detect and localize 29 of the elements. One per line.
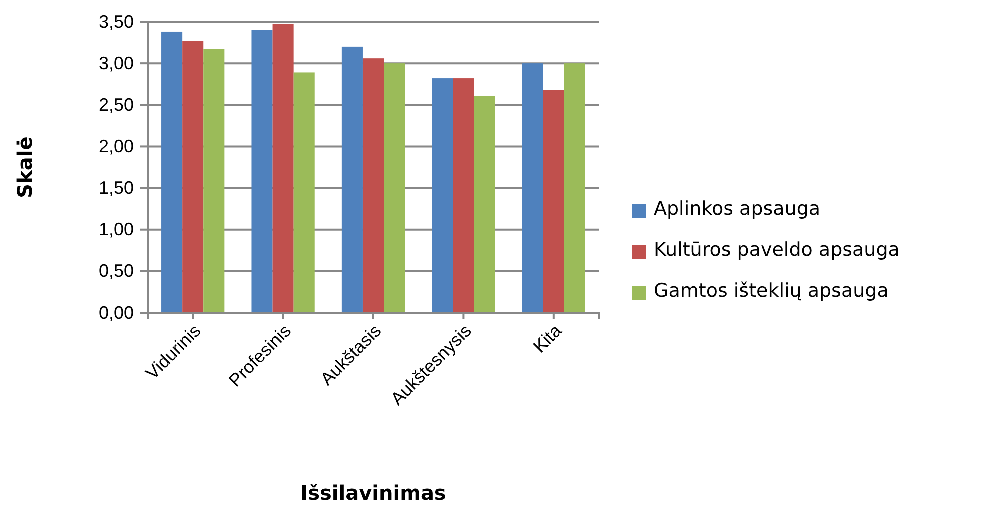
- y-axis-title: Skalė: [13, 136, 37, 198]
- y-tick-label: 3,50: [98, 12, 134, 32]
- bar: [453, 78, 474, 313]
- bar: [474, 96, 496, 313]
- bar: [564, 64, 586, 313]
- y-tick-label: 0,50: [98, 261, 134, 282]
- bar: [182, 41, 204, 313]
- bar: [543, 90, 564, 313]
- bar: [432, 78, 454, 313]
- y-tick-label: 2,00: [98, 136, 134, 156]
- y-tick-label: 0,00: [98, 302, 134, 323]
- bar: [204, 49, 225, 313]
- bar: [342, 46, 363, 313]
- bar: [362, 58, 384, 313]
- bar: [272, 24, 294, 313]
- y-tick-label: 2,50: [98, 94, 134, 115]
- y-tick-label: 1,50: [98, 178, 134, 198]
- x-axis-title: Išsilavinimas: [300, 481, 446, 505]
- legend-label: Aplinkos apsauga: [654, 198, 821, 220]
- legend-label: Kultūros paveldo apsauga: [654, 239, 900, 261]
- bar: [522, 64, 544, 313]
- bar: [384, 64, 406, 313]
- bar: [162, 32, 183, 313]
- x-tick-label: Kita: [530, 320, 566, 357]
- legend-label: Gamtos išteklių apsauga: [654, 280, 889, 302]
- y-tick-label: 1,00: [98, 220, 134, 240]
- bar: [252, 30, 273, 313]
- y-tick-label: 3,00: [98, 53, 134, 74]
- bar: [294, 72, 315, 313]
